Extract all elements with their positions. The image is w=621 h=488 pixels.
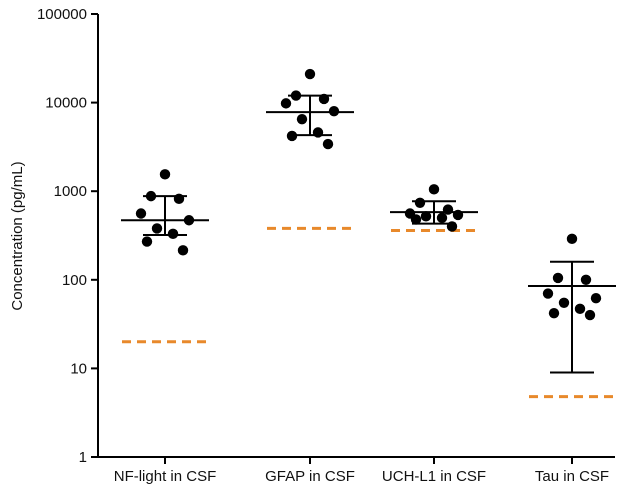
data-point xyxy=(580,274,592,285)
group-nf-light-in-csf xyxy=(121,169,209,344)
y-tick-label: 1000 xyxy=(54,183,87,200)
y-axis-title: Concentration (pg/mL) xyxy=(9,161,26,310)
group-uch-l1-in-csf xyxy=(390,184,478,233)
data-point xyxy=(167,228,179,240)
y-tick-label: 1 xyxy=(79,449,87,466)
group-gfap-in-csf xyxy=(266,68,354,230)
data-point xyxy=(290,90,302,101)
plot-area xyxy=(121,68,616,399)
data-point xyxy=(410,214,422,225)
data-point xyxy=(280,98,292,109)
data-point xyxy=(542,288,554,299)
data-point xyxy=(436,212,448,224)
x-category-label: GFAP in CSF xyxy=(265,468,355,485)
x-axis: NF-light in CSF GFAP in CSF UCH-L1 in CSF T… xyxy=(98,456,615,485)
data-point xyxy=(151,223,163,234)
data-point xyxy=(318,93,330,105)
y-axis: 1 10 100 1000 10000 100000 xyxy=(37,6,99,466)
data-point xyxy=(548,307,560,319)
data-point xyxy=(304,68,316,80)
data-point xyxy=(446,221,458,232)
data-point xyxy=(312,127,324,138)
x-category-label: Tau in CSF xyxy=(535,468,609,485)
data-point xyxy=(322,138,334,150)
y-tick-label: 100 xyxy=(62,272,87,289)
group-tau-in-csf xyxy=(528,233,616,399)
data-point xyxy=(183,215,195,226)
data-point xyxy=(442,204,454,215)
data-point xyxy=(328,105,340,117)
data-point xyxy=(428,184,440,195)
data-point xyxy=(452,209,464,221)
data-point xyxy=(145,190,157,202)
y-tick-label: 10 xyxy=(70,360,87,377)
data-point xyxy=(286,130,298,142)
data-point xyxy=(135,208,147,219)
data-point xyxy=(296,113,308,125)
data-point xyxy=(414,197,426,208)
data-point xyxy=(420,211,432,222)
data-point xyxy=(177,245,189,256)
data-point xyxy=(141,236,153,247)
data-point xyxy=(159,169,171,180)
y-tick-label: 10000 xyxy=(45,95,87,112)
data-point xyxy=(584,309,596,321)
data-point xyxy=(574,303,586,315)
data-point xyxy=(566,233,578,245)
data-point xyxy=(173,193,185,205)
x-category-label: NF-light in CSF xyxy=(114,468,217,485)
data-point xyxy=(590,292,602,304)
data-point xyxy=(552,272,564,284)
x-category-label: UCH-L1 in CSF xyxy=(382,468,486,485)
y-tick-label: 100000 xyxy=(37,6,87,23)
data-point xyxy=(558,297,570,309)
